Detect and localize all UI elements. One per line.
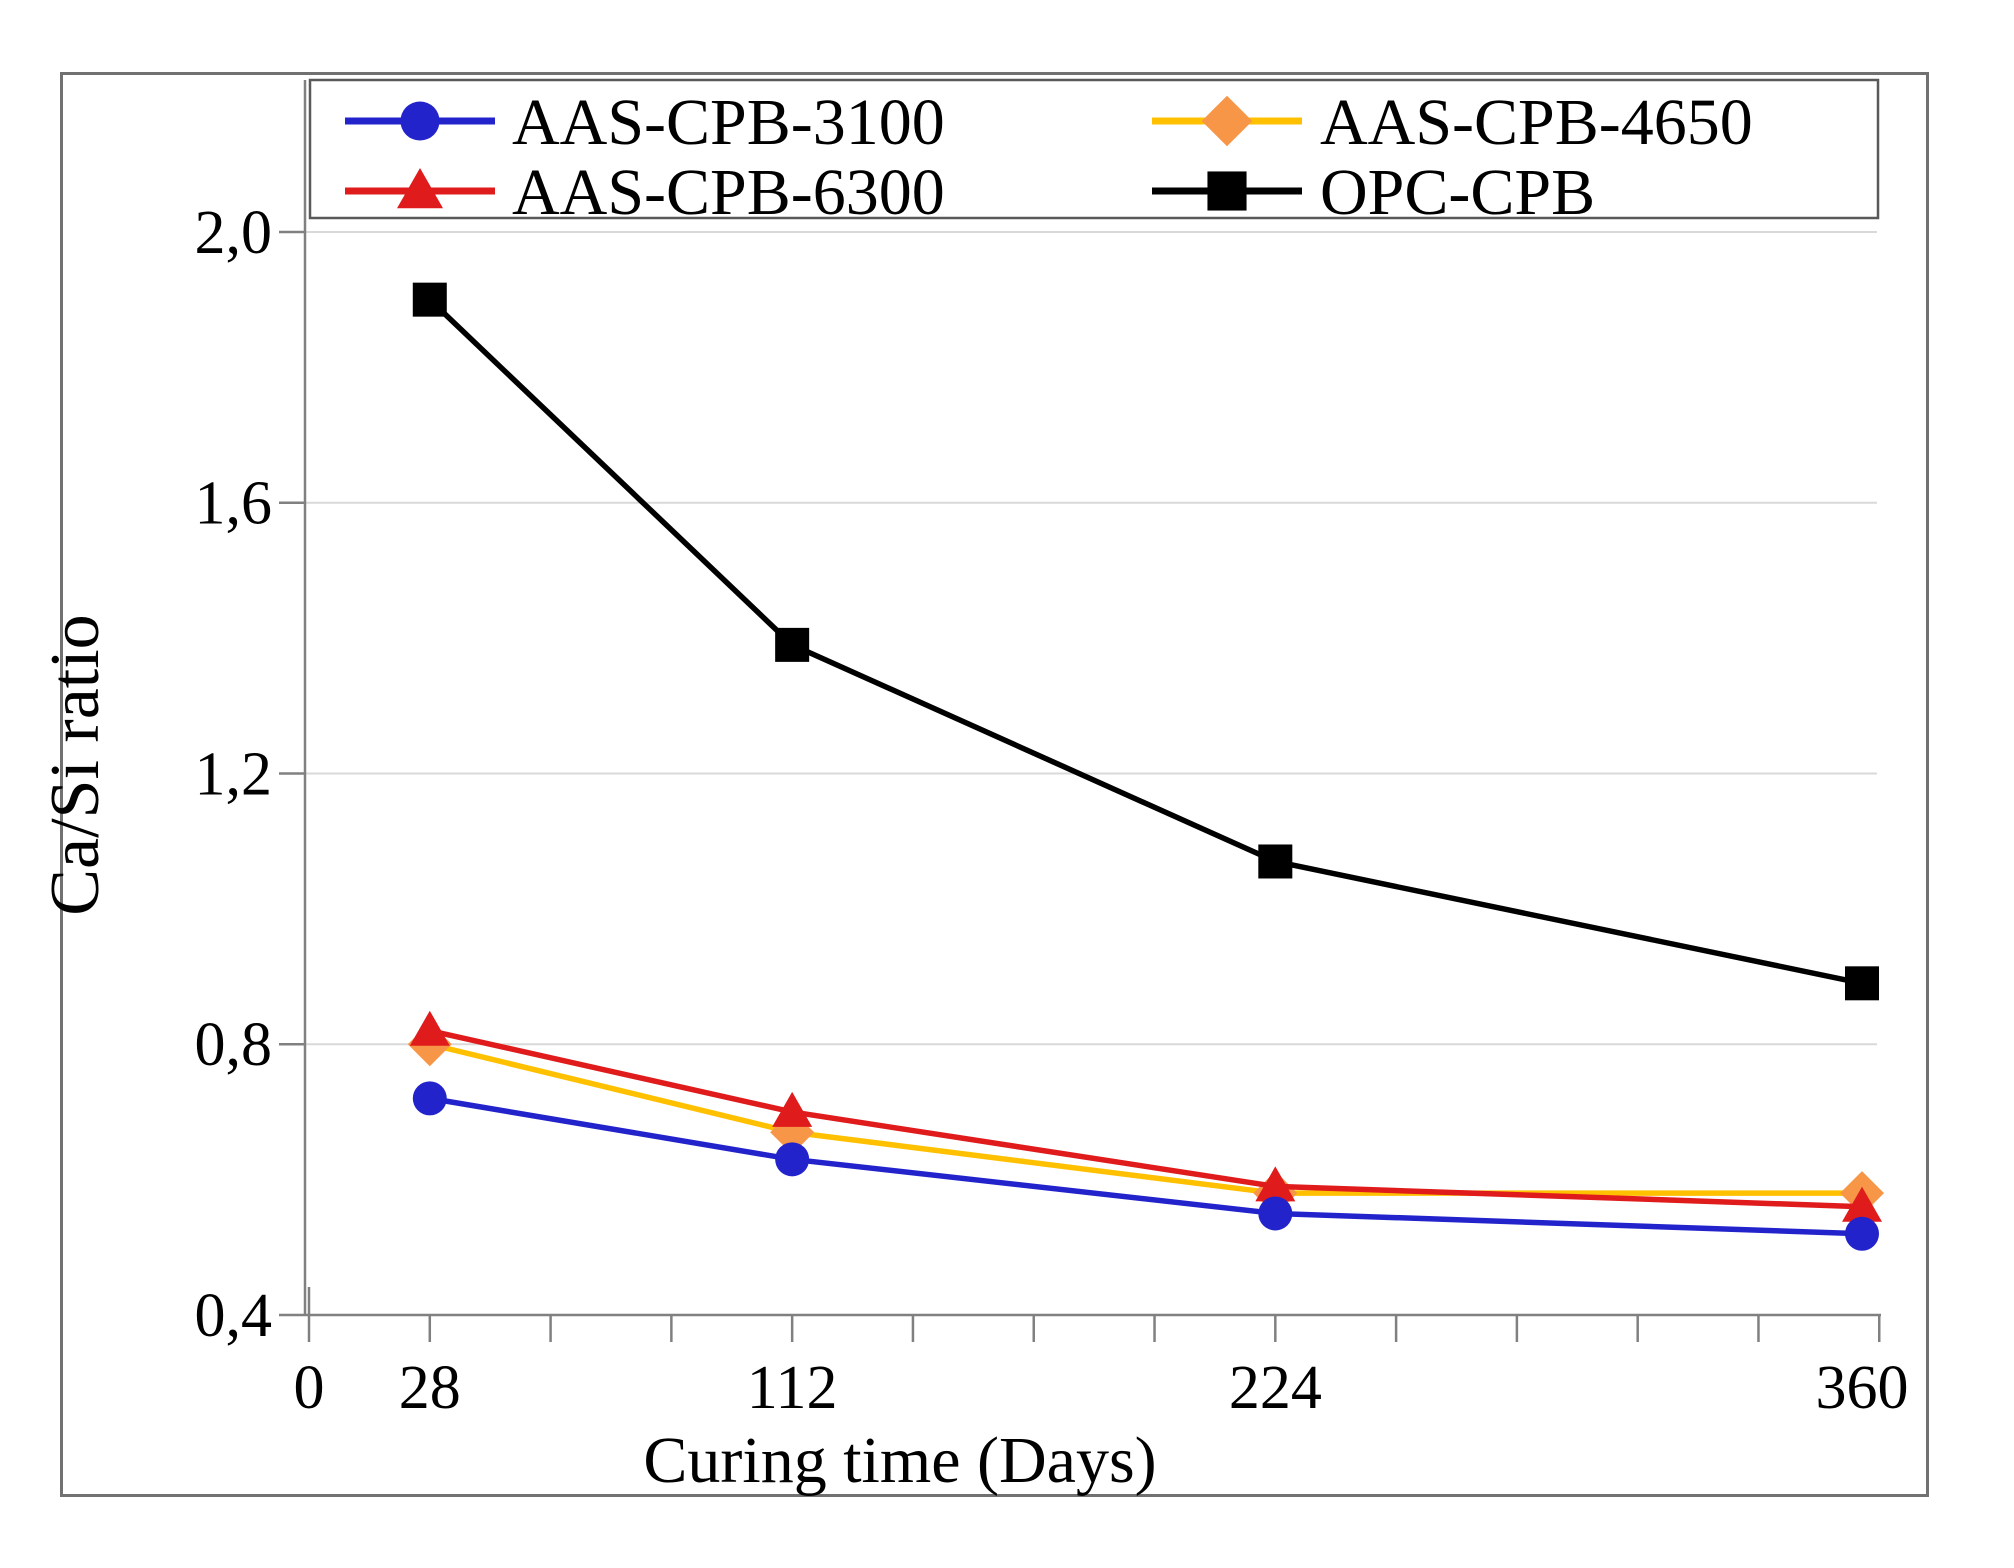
series-line-AAS-CPB-4650 <box>429 1041 1863 1196</box>
x-tick-label-112: 112 <box>747 1354 838 1422</box>
legend-label-AAS-CPB-6300: AAS-CPB-6300 <box>512 156 945 229</box>
series-line-AAS-CPB-6300 <box>429 1028 1863 1210</box>
legend-item-AAS-CPB-6300: AAS-CPB-6300 <box>345 156 945 229</box>
marker-circle-AAS-CPB-3100-28 <box>412 1081 447 1116</box>
legend-marker-triangle-AAS-CPB-6300 <box>397 168 443 209</box>
chart-frame <box>60 72 1929 1497</box>
y-tick-label-0,4: 0,4 <box>195 1282 273 1350</box>
legend-marker-circle-AAS-CPB-3100 <box>400 101 440 141</box>
series-AAS-CPB-3100 <box>412 1081 1880 1251</box>
legend-marker-diamond-AAS-CPB-4650 <box>1201 95 1253 147</box>
x-axis-title: Curing time (Days) <box>643 1424 1156 1497</box>
x-tick-label-224: 224 <box>1229 1354 1322 1422</box>
legend-label-AAS-CPB-4650: AAS-CPB-4650 <box>1320 86 1753 159</box>
series-OPC-CPB <box>412 282 1880 1001</box>
y-tick-label-1,6: 1,6 <box>195 470 273 538</box>
legend-item-AAS-CPB-3100: AAS-CPB-3100 <box>345 86 945 159</box>
marker-circle-AAS-CPB-3100-224 <box>1258 1196 1293 1231</box>
legend-label-AAS-CPB-3100: AAS-CPB-3100 <box>512 86 945 159</box>
legend: AAS-CPB-3100 AAS-CPB-4650 AAS-CPB-6300 OPC-… <box>308 78 1880 229</box>
x-tick-label-0: 0 <box>294 1354 325 1422</box>
series-line-AAS-CPB-3100 <box>429 1095 1863 1237</box>
legend-marker-square-OPC-CPB <box>1207 171 1247 211</box>
legend-item-OPC-CPB: OPC-CPB <box>1152 156 1595 229</box>
marker-square-OPC-CPB-224 <box>1258 844 1293 879</box>
marker-circle-AAS-CPB-3100-360 <box>1845 1216 1880 1251</box>
marker-triangle-AAS-CPB-6300-224 <box>1255 1166 1296 1202</box>
y-tick-label-1,2: 1,2 <box>195 740 273 808</box>
y-axis-title: Ca/Si ratio <box>37 614 114 915</box>
series-AAS-CPB-6300 <box>409 1010 1883 1222</box>
marker-square-OPC-CPB-28 <box>412 282 447 317</box>
marker-square-OPC-CPB-112 <box>775 627 810 662</box>
marker-square-OPC-CPB-360 <box>1845 966 1880 1001</box>
x-tick-label-360: 360 <box>1816 1354 1909 1422</box>
legend-box <box>308 78 1880 220</box>
marker-triangle-AAS-CPB-6300-28 <box>409 1010 450 1046</box>
x-tick-label-28: 28 <box>399 1354 461 1422</box>
series-line-OPC-CPB <box>427 297 1863 987</box>
marker-circle-AAS-CPB-3100-112 <box>775 1142 810 1177</box>
legend-item-AAS-CPB-4650: AAS-CPB-4650 <box>1152 86 1753 159</box>
y-tick-label-2,0: 2,0 <box>195 199 273 267</box>
y-tick-label-0,8: 0,8 <box>195 1011 273 1079</box>
legend-label-OPC-CPB: OPC-CPB <box>1320 156 1595 229</box>
marker-triangle-AAS-CPB-6300-360 <box>1842 1186 1883 1222</box>
marker-triangle-AAS-CPB-6300-112 <box>772 1091 813 1127</box>
